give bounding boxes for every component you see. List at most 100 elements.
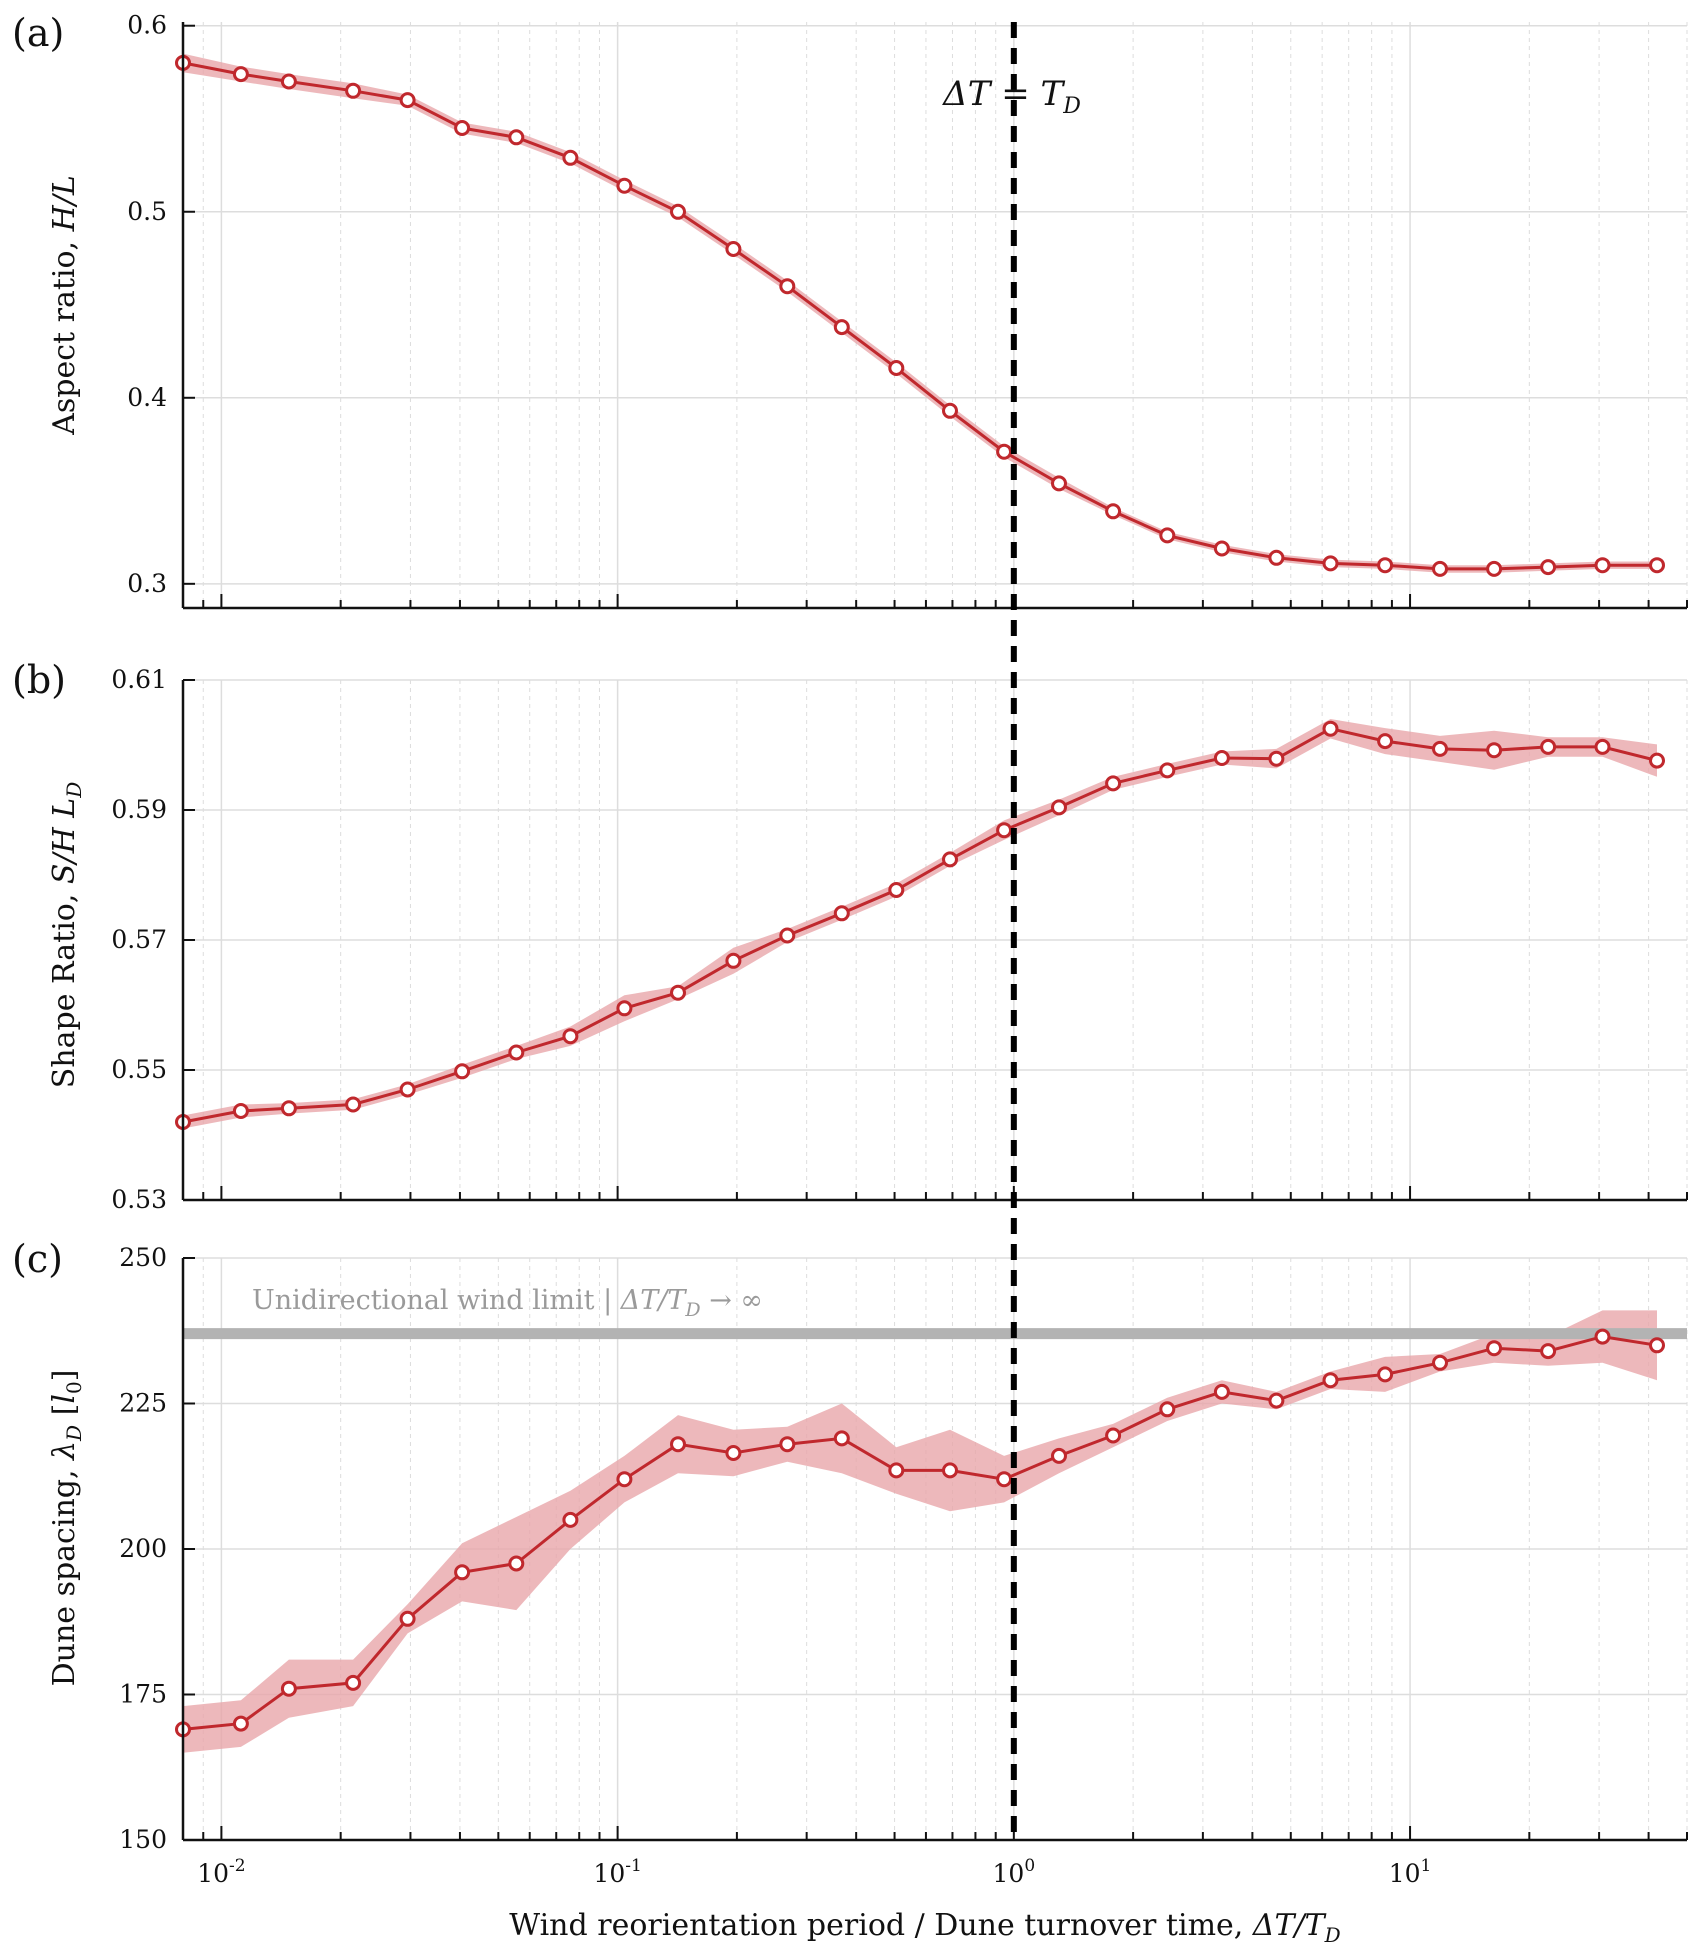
series-line (182, 61, 1657, 571)
data-point (232, 1715, 249, 1732)
error-band (183, 719, 1657, 1129)
data-point (1051, 799, 1067, 816)
data-point (996, 443, 1013, 460)
axes-layer (181, 22, 1688, 1842)
data-point (1322, 1372, 1339, 1389)
data-point (232, 1103, 249, 1119)
data-point (616, 1471, 633, 1488)
data-point (508, 1555, 525, 1572)
data-point (725, 952, 742, 969)
data-point (508, 129, 525, 146)
data-point (1159, 762, 1176, 779)
data-point (280, 73, 297, 90)
y-tick-label: 175 (119, 1680, 167, 1709)
ylabel-b: Shape Ratio, S/H LD (47, 782, 86, 1089)
data-point (942, 402, 958, 419)
data-point (670, 984, 686, 1001)
panel-tag-b: (b) (12, 658, 66, 702)
data-point (1486, 1340, 1503, 1357)
data-point (1322, 555, 1339, 572)
y-tick-label: 250 (119, 1243, 167, 1272)
data-point (1377, 557, 1394, 574)
data-point (1540, 738, 1557, 755)
data-point (1268, 549, 1285, 566)
error-band (183, 53, 1657, 573)
data-point (1051, 1447, 1067, 1464)
y-tick-label: 0.61 (111, 665, 167, 694)
data-point (1105, 503, 1122, 520)
data-point (562, 1028, 579, 1045)
y-tick-label: 0.3 (127, 569, 167, 598)
error-band (183, 1310, 1657, 1753)
grid-layer (182, 22, 1688, 1841)
data-point (454, 1063, 471, 1080)
data-point (1268, 1392, 1285, 1409)
data-point (562, 1511, 579, 1528)
limit-label: Unidirectional wind limit | ΔT/TD → ∞ (252, 1285, 763, 1321)
y-tick-label: 150 (119, 1825, 167, 1854)
panel-tag-c: (c) (12, 1237, 63, 1281)
data-point (1105, 775, 1122, 792)
data-point (1594, 738, 1611, 755)
data-point (232, 66, 249, 83)
data-point (345, 82, 362, 99)
series-line (182, 727, 1658, 1124)
data-point (1649, 557, 1665, 574)
data-point (996, 1471, 1013, 1488)
data-point (996, 822, 1013, 839)
data-point (725, 241, 742, 257)
data-point (670, 203, 686, 220)
data-point (888, 1462, 905, 1479)
data-point (670, 1436, 686, 1453)
data-point (399, 1081, 416, 1098)
band-layer (183, 53, 1657, 1753)
data-point (833, 1430, 850, 1447)
series-line (182, 1335, 1658, 1731)
data-point (1432, 740, 1448, 757)
data-point (562, 149, 579, 166)
panel-tag-a: (a) (12, 11, 64, 55)
data-point (399, 1610, 416, 1627)
data-point (888, 882, 905, 898)
data-point (1213, 1383, 1230, 1400)
data-point (725, 1445, 742, 1461)
data-point (616, 177, 633, 194)
y-tick-label: 0.59 (111, 795, 167, 824)
data-point (1649, 1337, 1665, 1354)
y-tick-label: 200 (119, 1534, 167, 1563)
data-point (833, 905, 850, 922)
data-point (616, 1000, 633, 1017)
data-point (508, 1044, 525, 1061)
xlabel: Wind reorientation period / Dune turnove… (509, 1908, 1340, 1947)
data-point (1486, 560, 1503, 577)
text-layer: 0.3 0.4 0.5 0.6 0.53 0.55 0.57 0.59 0.61 150 175 20… (111, 11, 1431, 1888)
ylabel-c: Dune spacing, λD [l0] (47, 1370, 86, 1687)
y-tick-label: 0.6 (127, 11, 167, 40)
data-point (1432, 1354, 1448, 1371)
data-point (399, 92, 416, 109)
data-point (1486, 742, 1503, 759)
data-point (1649, 752, 1665, 769)
y-tick-label: 0.4 (127, 383, 167, 412)
ylabel-a: Aspect ratio, H/L (47, 175, 82, 436)
x-tick-label: 10-1 (593, 1856, 641, 1888)
data-point (1594, 557, 1611, 574)
data-point (1051, 475, 1067, 492)
data-point (1377, 733, 1394, 750)
y-tick-label: 0.57 (111, 925, 167, 954)
data-point (942, 851, 958, 868)
data-point (1268, 750, 1285, 767)
data-point (833, 319, 850, 336)
data-point (1213, 750, 1230, 766)
data-point (1213, 540, 1230, 557)
data-point (1377, 1366, 1394, 1383)
y-tick-label: 0.5 (127, 197, 167, 226)
data-point (1540, 559, 1557, 576)
data-point (1105, 1427, 1122, 1444)
data-point (1322, 720, 1339, 737)
x-tick-label: 100 (993, 1856, 1036, 1888)
x-tick-label: 10-2 (197, 1856, 245, 1888)
y-tick-label: 0.53 (111, 1185, 167, 1214)
data-point (1540, 1343, 1557, 1360)
